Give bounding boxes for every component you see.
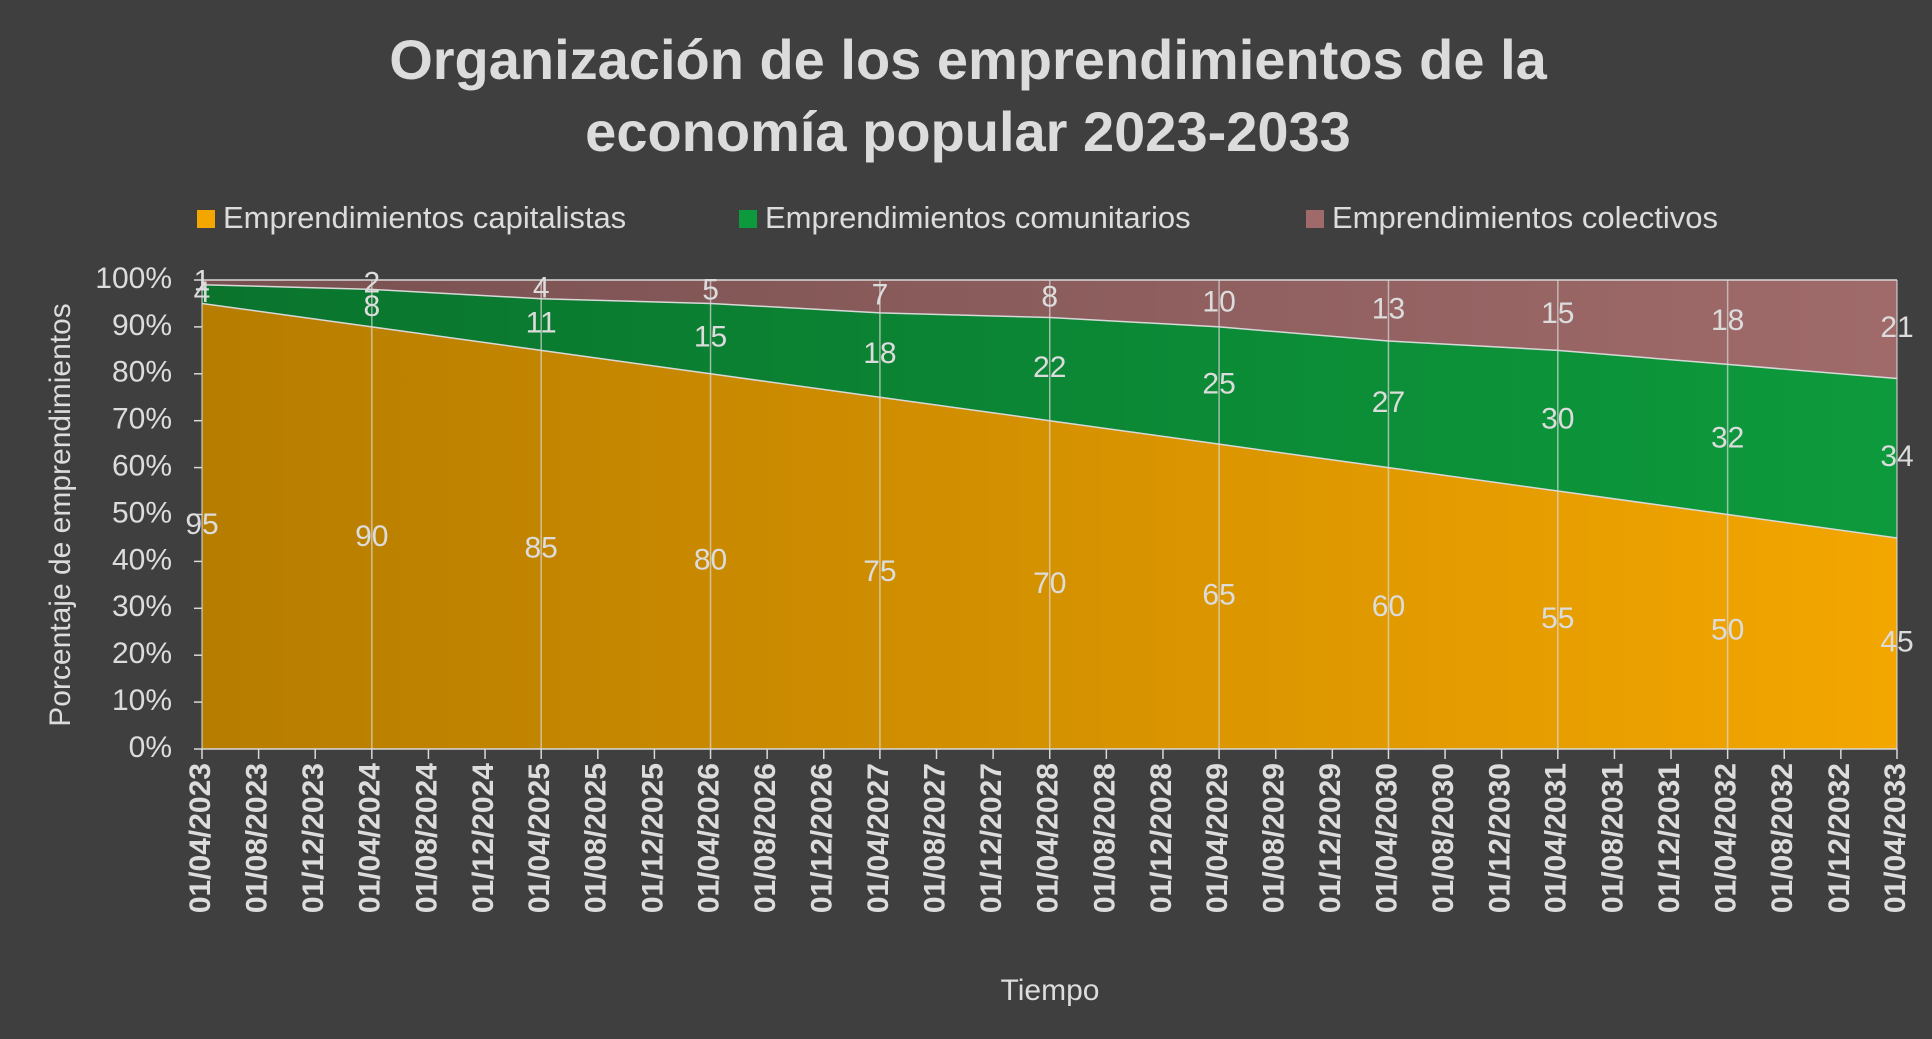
x-tick-label: 01/08/2031 <box>1596 763 1629 913</box>
x-tick-label: 01/04/2023 <box>184 763 217 913</box>
data-label: 70 <box>1033 567 1066 600</box>
y-tick-label: 10% <box>112 684 172 717</box>
x-tick-label: 01/12/2028 <box>1145 763 1178 913</box>
chart-title: economía popular 2023-2033 <box>585 100 1351 163</box>
x-tick-label: 01/12/2023 <box>297 763 330 913</box>
y-tick-label: 20% <box>112 637 172 670</box>
x-tick-label: 01/08/2028 <box>1088 763 1121 913</box>
y-tick-label: 30% <box>112 590 172 623</box>
x-tick-label: 01/08/2025 <box>580 763 613 913</box>
x-tick-label: 01/12/2032 <box>1823 763 1856 913</box>
data-label: 22 <box>1033 351 1066 384</box>
x-tick-label: 01/08/2032 <box>1766 763 1799 913</box>
y-tick-label: 50% <box>112 496 172 529</box>
y-tick-label: 0% <box>129 731 172 764</box>
x-tick-label: 01/12/2031 <box>1653 763 1686 913</box>
data-label: 80 <box>694 543 727 576</box>
data-label: 4 <box>533 271 550 304</box>
data-label: 55 <box>1541 602 1574 635</box>
data-label: 60 <box>1372 590 1405 623</box>
data-label: 65 <box>1202 578 1235 611</box>
y-tick-label: 40% <box>112 543 172 576</box>
data-label: 15 <box>694 321 727 354</box>
x-tick-label: 01/04/2030 <box>1370 763 1403 913</box>
x-tick-label: 01/08/2030 <box>1427 763 1460 913</box>
data-label: 50 <box>1711 614 1744 647</box>
x-tick-label: 01/08/2029 <box>1258 763 1291 913</box>
data-label: 34 <box>1880 440 1913 473</box>
data-label: 7 <box>872 278 889 311</box>
x-tick-label: 01/04/2031 <box>1540 763 1573 913</box>
data-label: 5 <box>702 274 719 307</box>
data-label: 85 <box>524 532 557 565</box>
chart-title: Organización de los emprendimientos de l… <box>389 28 1547 91</box>
y-tick-label: 100% <box>95 262 172 295</box>
data-label: 18 <box>863 337 896 370</box>
data-label: 27 <box>1372 386 1405 419</box>
data-label: 25 <box>1202 367 1235 400</box>
legend-swatch <box>739 210 757 228</box>
x-tick-label: 01/04/2029 <box>1201 763 1234 913</box>
y-tick-label: 70% <box>112 403 172 436</box>
x-tick-label: 01/04/2033 <box>1879 763 1912 913</box>
x-tick-label: 01/12/2026 <box>806 763 839 913</box>
data-label: 21 <box>1880 311 1913 344</box>
data-label: 75 <box>863 555 896 588</box>
data-label: 45 <box>1880 625 1913 658</box>
y-tick-label: 80% <box>112 356 172 389</box>
legend-swatch <box>197 210 215 228</box>
x-tick-label: 01/12/2024 <box>467 763 500 913</box>
data-label: 32 <box>1711 421 1744 454</box>
x-tick-label: 01/04/2026 <box>692 763 725 913</box>
data-label: 4 <box>194 276 211 309</box>
x-tick-label: 01/08/2026 <box>749 763 782 913</box>
data-label: 10 <box>1202 285 1235 318</box>
data-label: 13 <box>1372 292 1405 325</box>
x-tick-label: 01/04/2025 <box>523 763 556 913</box>
x-axis-title: Tiempo <box>1001 974 1100 1007</box>
data-label: 30 <box>1541 403 1574 436</box>
y-tick-label: 90% <box>112 309 172 342</box>
x-tick-label: 01/12/2029 <box>1314 763 1347 913</box>
legend-label: Emprendimientos capitalistas <box>223 200 626 235</box>
legend-swatch <box>1306 210 1324 228</box>
data-label: 2 <box>363 267 380 300</box>
data-label: 90 <box>355 520 388 553</box>
data-label: 15 <box>1541 297 1574 330</box>
legend-label: Emprendimientos comunitarios <box>765 200 1191 235</box>
x-tick-label: 01/08/2027 <box>918 763 951 913</box>
data-label: 18 <box>1711 304 1744 337</box>
x-tick-label: 01/04/2028 <box>1032 763 1065 913</box>
y-tick-label: 60% <box>112 450 172 483</box>
data-label: 11 <box>526 306 557 339</box>
data-label: 8 <box>363 290 380 323</box>
data-label: 1 <box>194 264 211 297</box>
legend-label: Emprendimientos colectivos <box>1332 200 1718 235</box>
x-tick-label: 01/04/2027 <box>862 763 895 913</box>
x-tick-label: 01/04/2032 <box>1710 763 1743 913</box>
x-tick-label: 01/12/2025 <box>636 763 669 913</box>
x-tick-label: 01/04/2024 <box>354 763 387 913</box>
x-tick-label: 01/08/2023 <box>241 763 274 913</box>
data-label: 8 <box>1041 281 1058 314</box>
x-tick-label: 01/12/2027 <box>975 763 1008 913</box>
x-tick-label: 01/08/2024 <box>410 763 443 913</box>
x-tick-label: 01/12/2030 <box>1484 763 1517 913</box>
y-axis-title: Porcentaje de emprendimientos <box>44 303 77 727</box>
data-label: 95 <box>185 508 218 541</box>
